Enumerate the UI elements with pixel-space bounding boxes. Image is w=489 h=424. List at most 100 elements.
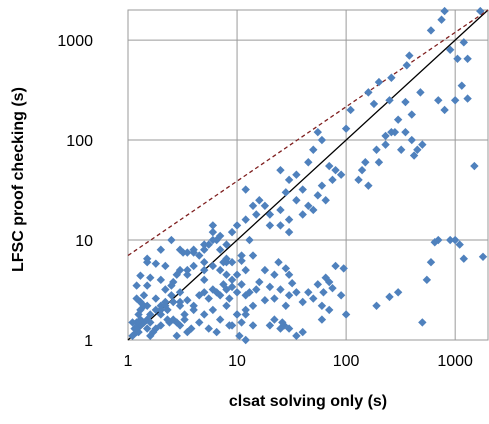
data-point	[241, 215, 250, 224]
data-point	[317, 315, 327, 324]
reference-lines	[127, 9, 489, 341]
data-point	[204, 294, 213, 303]
data-point	[372, 145, 381, 154]
data-point	[336, 291, 346, 300]
data-point	[189, 248, 198, 257]
data-point	[357, 165, 367, 175]
data-point	[260, 201, 270, 210]
data-point	[248, 301, 258, 310]
data-point	[169, 277, 178, 287]
data-point	[143, 258, 152, 267]
data-point	[381, 131, 390, 141]
data-point	[232, 310, 242, 319]
data-point	[270, 270, 279, 279]
x-axis-label: clsat solving only (s)	[228, 393, 388, 410]
data-point	[405, 51, 414, 60]
data-point	[304, 201, 313, 210]
data-point	[328, 175, 337, 185]
data-point	[331, 165, 340, 175]
data-point	[426, 26, 436, 35]
data-point	[156, 245, 166, 254]
data-point	[189, 305, 198, 315]
data-point	[387, 73, 396, 82]
data-point	[169, 297, 178, 307]
data-point	[298, 210, 307, 219]
data-point	[341, 310, 351, 319]
data-point	[232, 221, 242, 230]
upper-bound-dashed-line	[127, 9, 489, 257]
data-point	[151, 305, 161, 315]
data-point	[146, 273, 155, 282]
data-point	[245, 288, 254, 297]
data-point	[385, 292, 394, 302]
data-point	[450, 235, 460, 245]
data-point	[156, 275, 166, 285]
y-tick-label: 1	[84, 333, 93, 350]
data-point	[156, 310, 166, 319]
x-tick-label: 1	[124, 353, 133, 370]
data-point	[252, 210, 261, 219]
data-point	[128, 331, 137, 341]
data-point	[167, 235, 176, 245]
data-point	[309, 294, 318, 303]
data-point	[284, 215, 294, 224]
data-point	[401, 127, 410, 137]
data-point	[292, 196, 301, 205]
data-point	[276, 165, 285, 175]
data-point	[187, 324, 196, 333]
data-point	[328, 283, 337, 293]
data-point	[183, 270, 192, 279]
data-point	[385, 96, 394, 105]
data-point	[265, 282, 275, 292]
data-point	[393, 115, 403, 124]
data-point	[128, 318, 137, 327]
data-point	[241, 185, 250, 194]
data-point	[180, 315, 189, 324]
data-point	[167, 291, 176, 300]
data-point	[212, 327, 221, 337]
data-point	[463, 54, 472, 63]
data-point	[309, 145, 318, 154]
data-point	[440, 105, 449, 115]
data-point	[278, 318, 287, 327]
x-tick-label: 1000	[437, 353, 473, 370]
data-point	[463, 94, 472, 103]
data-point	[232, 270, 242, 279]
y-tick-label: 10	[75, 233, 93, 250]
data-point	[281, 188, 291, 197]
tick-labels: 1 10 100 1000 1 10 100 1000	[57, 33, 473, 370]
x-tick-label: 100	[333, 353, 360, 370]
data-point	[457, 81, 466, 90]
data-point	[372, 301, 381, 310]
data-point	[274, 258, 283, 267]
data-point	[208, 261, 218, 271]
data-point	[175, 245, 185, 254]
data-point	[387, 127, 396, 137]
data-point	[284, 227, 294, 237]
data-point	[317, 301, 327, 310]
data-point	[222, 301, 231, 310]
data-point	[248, 321, 258, 330]
data-point	[416, 88, 425, 97]
data-point	[183, 265, 192, 275]
data-point	[407, 110, 416, 119]
data-point	[321, 196, 330, 205]
y-tick-label: 1000	[57, 33, 93, 50]
data-point	[364, 181, 373, 190]
data-point	[313, 280, 322, 289]
data-point	[381, 140, 390, 149]
data-point	[374, 158, 384, 167]
data-point	[325, 161, 334, 171]
data-point	[227, 227, 237, 237]
data-point	[437, 15, 446, 24]
data-point	[325, 305, 334, 315]
x-tick-label: 10	[228, 353, 246, 370]
data-point	[298, 327, 307, 337]
data-point	[276, 285, 285, 294]
data-point	[136, 297, 145, 307]
data-point	[208, 305, 218, 315]
data-point	[241, 305, 250, 315]
data-point	[459, 38, 469, 47]
data-point	[445, 45, 455, 54]
